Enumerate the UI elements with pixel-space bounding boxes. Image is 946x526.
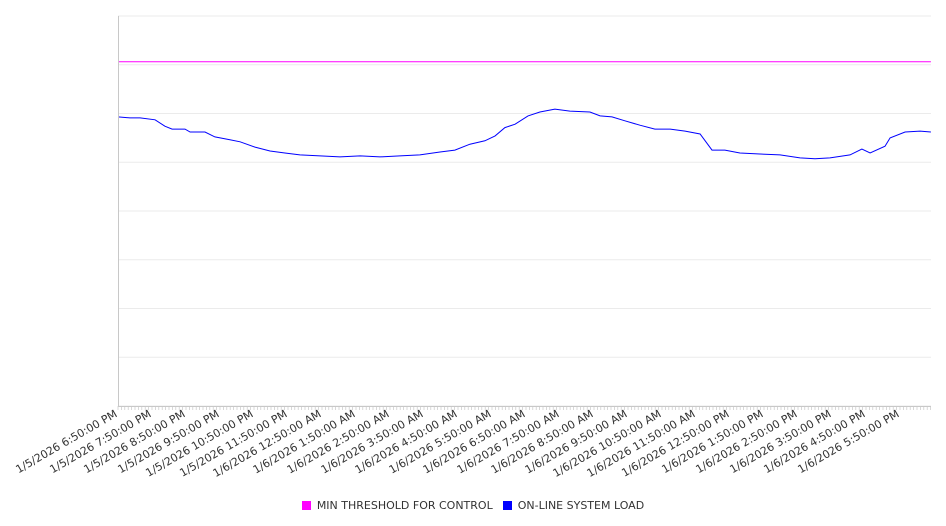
legend: MIN THRESHOLD FOR CONTROL ON-LINE SYSTEM… — [0, 499, 946, 512]
gridlines — [118, 15, 931, 407]
legend-item-threshold[interactable]: MIN THRESHOLD FOR CONTROL — [301, 499, 493, 512]
axes — [117, 16, 931, 410]
x-tick-labels: 1/5/2026 6:50:00 PM1/5/2026 7:50:00 PM1/… — [13, 407, 901, 480]
legend-label-load: ON-LINE SYSTEM LOAD — [517, 499, 645, 512]
threshold-swatch — [301, 501, 311, 510]
legend-item-load[interactable]: ON-LINE SYSTEM LOAD — [502, 499, 645, 512]
load-swatch — [502, 501, 512, 510]
system-load-line — [117, 108, 931, 160]
legend-label-threshold: MIN THRESHOLD FOR CONTROL — [316, 499, 493, 512]
series-lines — [117, 61, 931, 160]
